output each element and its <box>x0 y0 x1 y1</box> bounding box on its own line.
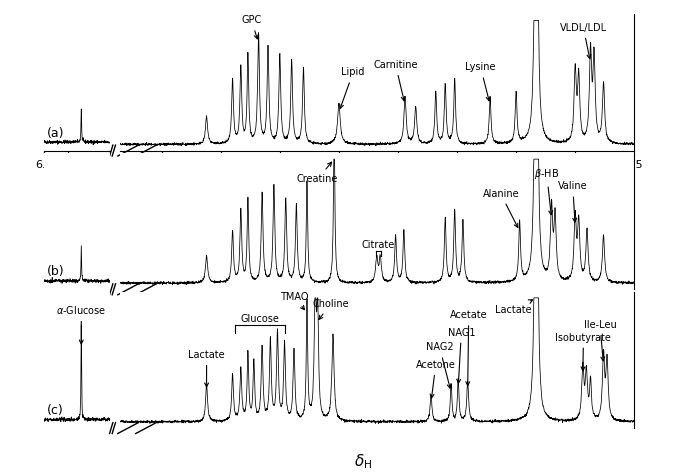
Text: Lactate: Lactate <box>188 350 225 387</box>
Text: GPC: GPC <box>242 15 262 39</box>
Text: Valine: Valine <box>558 181 588 222</box>
Text: $\alpha$-Glucose: $\alpha$-Glucose <box>56 304 106 344</box>
Text: (b): (b) <box>47 265 65 279</box>
Text: Acetone: Acetone <box>416 360 456 398</box>
Text: Creatine: Creatine <box>297 162 339 184</box>
Text: (a): (a) <box>47 127 65 140</box>
Text: Glucose: Glucose <box>240 314 279 324</box>
Text: VLDL/LDL: VLDL/LDL <box>560 23 607 59</box>
Text: Citrate: Citrate <box>362 240 395 250</box>
Text: Choline: Choline <box>312 299 349 319</box>
Text: Alanine: Alanine <box>483 189 519 228</box>
Text: $\delta_{\mathrm{H}}$: $\delta_{\mathrm{H}}$ <box>354 452 373 471</box>
Text: Isobutyrate: Isobutyrate <box>555 333 611 371</box>
Text: Lactate: Lactate <box>495 300 532 315</box>
Text: (c): (c) <box>47 404 64 417</box>
Text: TMAO: TMAO <box>280 291 308 310</box>
Text: Ile-Leu: Ile-Leu <box>583 320 616 361</box>
Text: Carnitine: Carnitine <box>374 60 418 101</box>
Text: Acetate: Acetate <box>450 310 487 385</box>
Text: Lysine: Lysine <box>466 62 496 101</box>
Text: $\beta$-HB: $\beta$-HB <box>534 167 559 215</box>
Text: NAG2: NAG2 <box>426 342 454 388</box>
Text: Lipid: Lipid <box>340 68 365 108</box>
Text: NAG1: NAG1 <box>448 328 475 383</box>
